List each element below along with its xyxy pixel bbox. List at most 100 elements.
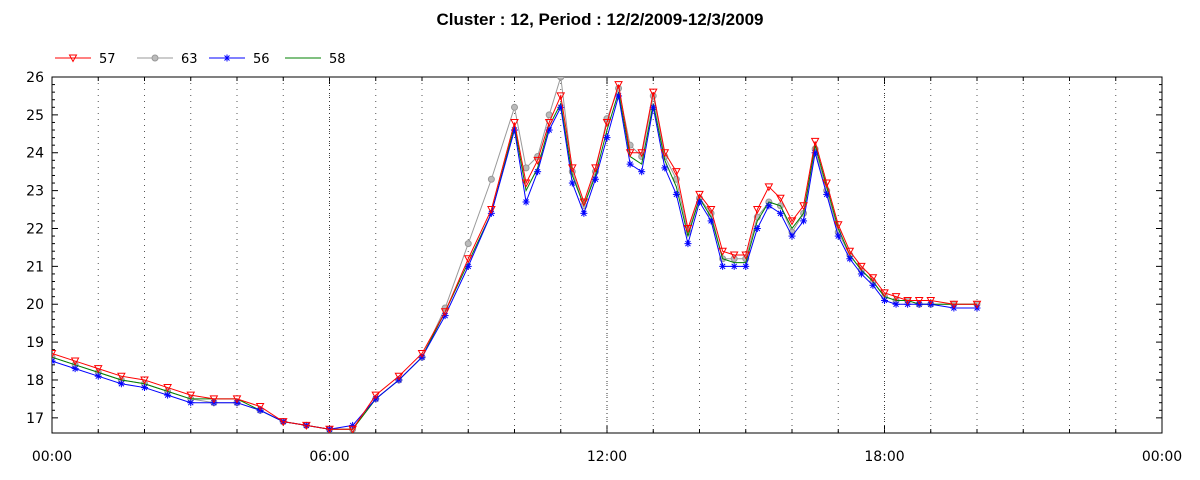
data-point xyxy=(823,190,831,198)
data-point xyxy=(684,240,692,248)
data-point xyxy=(857,262,866,271)
data-point xyxy=(164,391,172,399)
data-point xyxy=(660,149,670,158)
data-point xyxy=(463,255,473,264)
data-point xyxy=(881,296,888,304)
data-point xyxy=(706,206,716,215)
data-point xyxy=(511,103,518,111)
data-point xyxy=(209,395,219,404)
data-point xyxy=(626,160,634,168)
data-point xyxy=(683,224,693,234)
data-point xyxy=(833,221,843,230)
data-point xyxy=(638,168,646,176)
data-point xyxy=(741,251,751,260)
data-point xyxy=(591,175,599,183)
data-point xyxy=(869,281,877,289)
legend-item-56: 56 xyxy=(209,52,270,67)
data-point xyxy=(926,296,936,306)
data-point xyxy=(232,395,242,404)
data-point xyxy=(742,262,750,270)
data-point xyxy=(278,418,288,427)
data-point xyxy=(868,274,878,283)
data-point xyxy=(579,198,589,207)
data-point xyxy=(891,293,901,302)
data-point xyxy=(163,384,172,393)
data-point xyxy=(68,54,78,63)
x-tick-label: 00:00 xyxy=(32,449,72,465)
data-point xyxy=(649,103,657,111)
series-line-57 xyxy=(52,84,977,430)
data-point xyxy=(534,168,542,176)
data-point xyxy=(603,134,611,142)
data-point xyxy=(648,88,658,97)
data-point xyxy=(672,190,680,198)
data-point xyxy=(729,251,739,260)
series-56 xyxy=(52,92,981,433)
y-tick-label: 21 xyxy=(26,259,44,275)
data-point xyxy=(661,164,669,172)
data-point xyxy=(464,240,472,248)
data-point xyxy=(637,149,647,158)
series-line-58 xyxy=(52,92,977,430)
x-tick-label: 12:00 xyxy=(587,449,627,465)
data-point xyxy=(533,156,542,165)
data-point xyxy=(903,296,912,306)
x-tick-label: 06:00 xyxy=(309,449,349,465)
data-point xyxy=(223,54,231,62)
data-point xyxy=(556,92,566,101)
data-point xyxy=(730,262,738,270)
data-point xyxy=(93,365,103,374)
series-line-56 xyxy=(52,95,977,430)
data-point xyxy=(857,270,865,278)
data-point xyxy=(487,175,495,183)
legend-label: 56 xyxy=(253,52,270,67)
data-point xyxy=(325,425,334,433)
data-point xyxy=(764,183,774,192)
legend-item-63: 63 xyxy=(137,52,198,67)
y-tick-label: 23 xyxy=(26,184,44,200)
data-point xyxy=(567,164,577,173)
legend-label: 57 xyxy=(99,52,116,67)
data-point xyxy=(776,194,785,203)
y-tick-label: 17 xyxy=(26,411,44,427)
data-point xyxy=(117,372,126,381)
y-tick-label: 20 xyxy=(26,297,44,313)
data-point xyxy=(464,262,472,270)
data-point xyxy=(417,349,427,359)
legend-item-58: 58 xyxy=(285,52,346,67)
data-point xyxy=(776,209,784,217)
data-point xyxy=(187,399,195,407)
x-tick-label: 18:00 xyxy=(864,449,904,465)
y-tick-label: 26 xyxy=(26,70,44,86)
data-point xyxy=(52,349,57,359)
data-point xyxy=(834,232,842,240)
data-point xyxy=(591,164,600,173)
y-tick-label: 24 xyxy=(26,146,44,162)
legend-item-57: 57 xyxy=(55,52,116,67)
legend-label: 63 xyxy=(181,52,198,67)
data-point xyxy=(718,247,727,256)
data-point xyxy=(880,289,889,298)
data-point xyxy=(52,357,56,365)
data-point xyxy=(845,247,855,256)
data-point xyxy=(752,206,762,215)
data-point xyxy=(810,137,820,146)
data-point xyxy=(972,300,982,309)
data-point xyxy=(672,168,681,177)
data-point xyxy=(788,232,796,240)
data-point xyxy=(707,217,715,225)
x-tick-label: 00:00 xyxy=(1142,449,1182,465)
data-point xyxy=(140,376,149,385)
data-point xyxy=(71,365,79,373)
data-point xyxy=(753,224,761,232)
data-point xyxy=(914,296,924,306)
y-tick-label: 19 xyxy=(26,335,44,351)
data-point xyxy=(141,384,148,392)
data-point xyxy=(695,190,704,199)
data-point xyxy=(521,179,531,188)
data-point xyxy=(394,372,404,381)
data-point xyxy=(348,425,357,433)
data-point xyxy=(949,300,959,309)
data-point xyxy=(557,77,565,81)
